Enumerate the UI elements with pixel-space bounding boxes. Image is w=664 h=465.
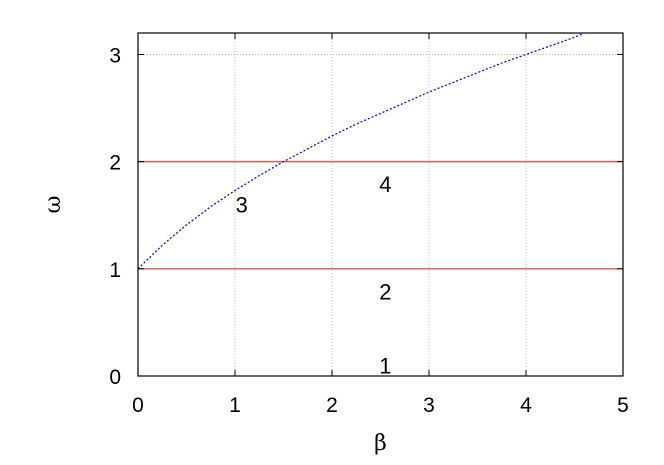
plot-frame xyxy=(137,32,624,377)
x-tick-label: 3 xyxy=(423,394,435,417)
ticks xyxy=(137,33,624,377)
x-axis-label: β xyxy=(374,431,387,456)
y-tick-label: 3 xyxy=(109,44,121,67)
x-tick-label: 5 xyxy=(617,394,629,417)
curve-series xyxy=(137,32,585,270)
x-tick-label: 1 xyxy=(229,394,241,417)
x-tick-labels: 0 1 2 3 4 5 xyxy=(132,394,629,417)
x-tick-label: 0 xyxy=(132,394,144,417)
y-axis-label: ω xyxy=(41,196,66,214)
region-label: 3 xyxy=(236,193,248,218)
y-tick-labels: 0 1 2 3 xyxy=(109,44,121,389)
curves xyxy=(137,32,585,270)
region-label: 1 xyxy=(379,353,391,378)
x-tick-label: 2 xyxy=(326,394,338,417)
region-label: 4 xyxy=(379,172,391,197)
region-labels: 1 2 3 4 xyxy=(236,172,392,378)
grid xyxy=(137,33,624,377)
region-label: 2 xyxy=(379,279,391,304)
y-tick-label: 0 xyxy=(109,366,121,389)
y-tick-label: 1 xyxy=(109,259,121,282)
y-tick-label: 2 xyxy=(109,152,121,175)
x-tick-label: 4 xyxy=(520,394,532,417)
horizontal-lines xyxy=(138,160,623,270)
